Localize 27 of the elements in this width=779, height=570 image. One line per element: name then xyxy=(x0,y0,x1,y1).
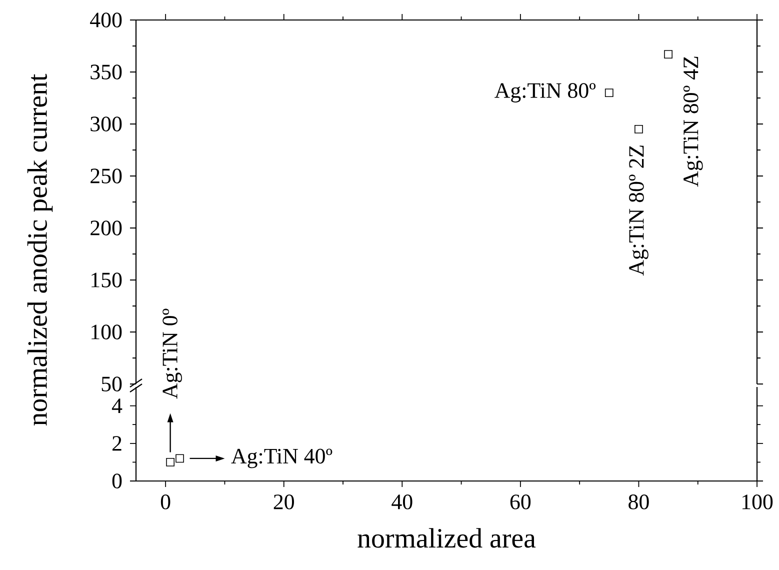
y-tick-label: 250 xyxy=(90,168,122,184)
y-tick-label: 400 xyxy=(90,12,122,28)
annotation: Ag:TiN 40º xyxy=(231,448,332,468)
annotation: Ag:TiN 0º xyxy=(162,308,182,399)
y-tick-label: 4 xyxy=(112,398,122,414)
x-tick-label: 80 xyxy=(628,494,649,510)
x-tick-label: 60 xyxy=(510,494,531,510)
y-axis-title: normalized anodic peak current xyxy=(27,74,53,426)
point xyxy=(664,50,672,59)
x-tick-label: 100 xyxy=(742,494,773,510)
annotation: Ag:TiN 80º 2Z xyxy=(629,146,648,276)
annotation: Ag:TiN 80º xyxy=(494,83,596,102)
y-tick-label: 50 xyxy=(102,376,122,392)
x-tick-label: 0 xyxy=(160,494,170,510)
point xyxy=(634,124,643,134)
annotation: Ag:TiN 80º 4Z xyxy=(683,56,703,187)
y-tick-label: 300 xyxy=(90,116,122,132)
point xyxy=(604,88,614,97)
x-tick-label: 40 xyxy=(392,494,412,510)
y-tick-label: 100 xyxy=(92,324,122,340)
y-tick-label: 2 xyxy=(112,436,122,451)
y-tick-label: 200 xyxy=(90,220,122,236)
x-tick-label: 20 xyxy=(274,494,294,510)
x-axis-title: normalized area xyxy=(358,528,536,548)
y-tick-label: 0 xyxy=(112,474,122,488)
y-tick-label: 350 xyxy=(90,64,122,80)
y-tick-label: 150 xyxy=(92,272,122,288)
